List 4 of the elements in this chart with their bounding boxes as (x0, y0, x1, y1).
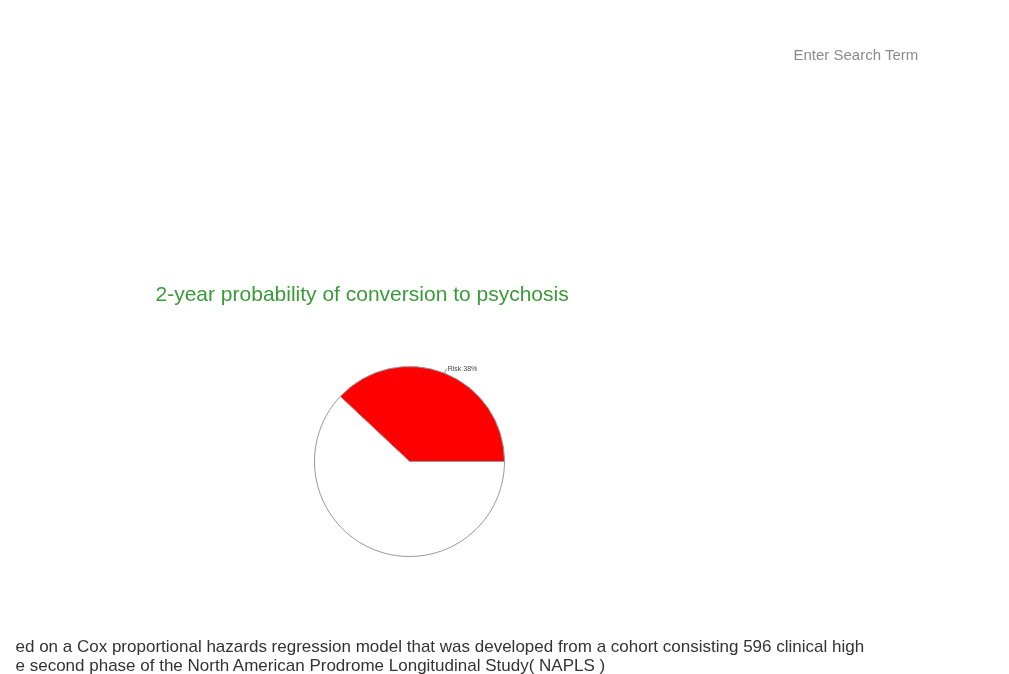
text: Enter Search Term (793, 46, 919, 63)
chart-title: 2-year probability of conversion to psychosis (155, 282, 569, 305)
text: e second phase of the North American Prodrome Longitudinal Study( NAPLS ) (15, 656, 606, 674)
text: ed on a Cox proportional hazards regression model that was developed from a cohort consisting 596 clinical high (15, 637, 865, 656)
